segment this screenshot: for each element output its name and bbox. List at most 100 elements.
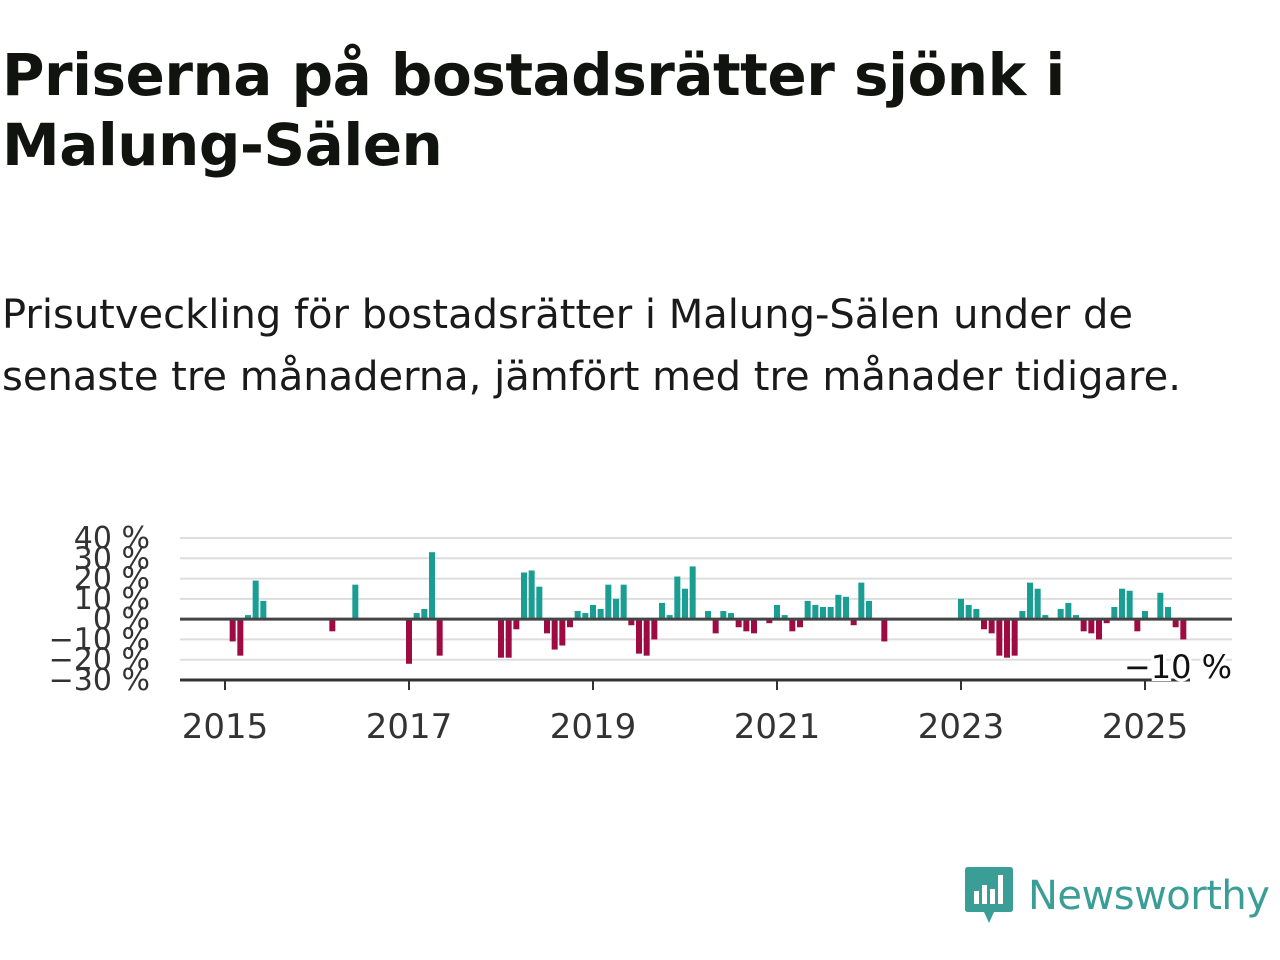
- bar: [559, 619, 566, 646]
- bar: [866, 600, 872, 620]
- bar: [574, 611, 581, 620]
- bar: [843, 596, 849, 620]
- bar: [1142, 611, 1148, 620]
- bar: [429, 552, 435, 620]
- y-tick-label: 0 %: [93, 602, 150, 637]
- bar: [743, 619, 750, 632]
- bar: [237, 619, 244, 656]
- brand-name: Newsworthy: [1028, 873, 1270, 919]
- x-tick-label: 2021: [734, 707, 821, 747]
- y-tick-label: −10 %: [49, 622, 150, 657]
- y-tick-label: 30 %: [74, 541, 150, 576]
- bar: [965, 604, 972, 620]
- bar: [260, 600, 267, 620]
- x-axis-ticks: 2015 2017 2019 2021 2023 2025: [182, 680, 1189, 747]
- end-value-label: −10 %: [1124, 648, 1232, 686]
- bar: [1004, 619, 1010, 658]
- bar: [1065, 602, 1072, 620]
- newsworthy-logo: Newsworthy: [964, 864, 1270, 928]
- grid-lines: [180, 537, 1232, 661]
- bar: [735, 619, 742, 628]
- bar: [705, 611, 711, 620]
- y-tick-label: −30 %: [49, 663, 150, 698]
- bar: [613, 598, 619, 620]
- bar: [1103, 619, 1110, 624]
- bar: [1080, 619, 1087, 632]
- bar: [528, 570, 535, 620]
- chart-title: Priserna på bostadsrätter sjönk i Malung…: [2, 41, 1065, 179]
- bar: [505, 619, 512, 658]
- bar: [1034, 588, 1041, 620]
- bar: [835, 594, 842, 620]
- bar: [1172, 619, 1179, 628]
- newsworthy-logo-icon: [965, 867, 1013, 923]
- bar: [720, 611, 727, 620]
- chart-subtitle: Prisutveckling för bostadsrätter i Malun…: [2, 292, 1181, 400]
- bar: [1096, 619, 1102, 640]
- bar: [597, 609, 604, 620]
- bar: [421, 609, 428, 620]
- axes: [180, 617, 1232, 682]
- bar: [245, 615, 251, 620]
- bar: [498, 619, 504, 658]
- bar: [1134, 619, 1141, 632]
- bar: [406, 619, 412, 664]
- x-tick-label: 2019: [550, 707, 637, 747]
- y-tick-label: 10 %: [74, 582, 150, 617]
- bar: [659, 602, 665, 620]
- x-tick-label: 2015: [182, 707, 269, 747]
- bar: [1073, 615, 1079, 620]
- bar: [582, 613, 589, 620]
- bar: [229, 619, 236, 642]
- bar: [1157, 592, 1164, 620]
- bar: [1088, 619, 1095, 634]
- bar: [413, 613, 420, 620]
- bar: [766, 619, 773, 624]
- bar: [804, 600, 811, 620]
- bar: [1042, 615, 1049, 620]
- bar: [666, 615, 673, 620]
- bar: [981, 619, 987, 630]
- end-labels: −10 %: [1121, 645, 1235, 689]
- bar: [1057, 609, 1064, 620]
- bar: [329, 619, 336, 632]
- bar: [643, 619, 650, 656]
- bar: [781, 615, 788, 620]
- y-tick-label: −20 %: [49, 643, 150, 678]
- bar-chart: 40 %30 %20 %10 %0 %−10 %−20 %−30 % 2015 2…: [49, 521, 1235, 747]
- bar: [728, 613, 734, 620]
- bars: [229, 552, 1187, 664]
- bar: [1019, 611, 1026, 620]
- bar: [674, 576, 681, 620]
- bar: [636, 619, 642, 654]
- bar: [1011, 619, 1018, 656]
- bar: [513, 619, 520, 630]
- y-tick-label: 20 %: [74, 562, 150, 597]
- bar: [567, 619, 573, 628]
- bar: [881, 619, 888, 642]
- x-tick-label: 2025: [1102, 707, 1189, 747]
- bar: [958, 598, 964, 620]
- bar: [858, 582, 865, 620]
- bar: [628, 619, 635, 626]
- bar: [850, 619, 857, 626]
- y-axis-ticks: 40 %30 %20 %10 %0 %−10 %−20 %−30 %: [49, 521, 150, 698]
- bar: [751, 619, 757, 634]
- bar: [789, 619, 796, 632]
- bar: [590, 604, 596, 620]
- x-tick-label: 2017: [366, 707, 453, 747]
- bar: [820, 606, 826, 620]
- bar: [812, 604, 819, 620]
- bar: [1027, 582, 1033, 620]
- bar: [1165, 606, 1171, 620]
- bar: [352, 584, 359, 620]
- bar: [544, 619, 550, 634]
- bar: [988, 619, 995, 634]
- bar: [827, 606, 834, 620]
- bar: [1111, 606, 1118, 620]
- bar: [551, 619, 558, 650]
- bar: [1126, 590, 1133, 620]
- bar: [797, 619, 803, 628]
- bar: [712, 619, 719, 634]
- bar: [651, 619, 658, 640]
